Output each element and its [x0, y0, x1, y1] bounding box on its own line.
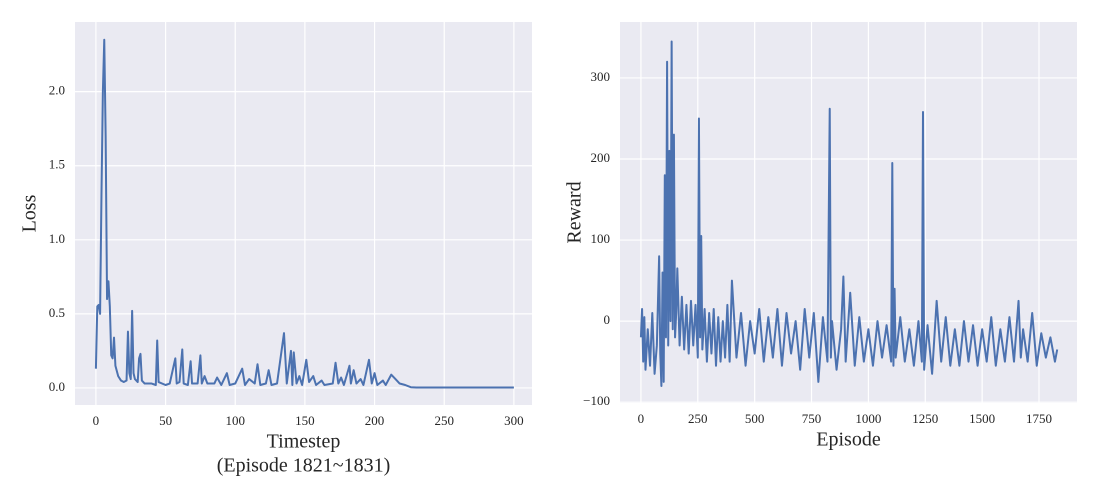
- x-tick-label: 500: [745, 411, 765, 426]
- x-tick-label: 1000: [855, 411, 881, 426]
- x-tick-label: 50: [159, 413, 172, 428]
- y-tick-label: 2.0: [49, 83, 65, 98]
- y-axis-label: Reward: [564, 181, 586, 243]
- x-tick-label: 750: [802, 411, 822, 426]
- x-tick-label: 0: [93, 413, 100, 428]
- y-tick-label: 0.0: [49, 379, 65, 394]
- subplot: 0 50 100 150 200 250 300 0.0 0.5 1.0 1.5 2.0 Timeste…: [19, 22, 532, 477]
- x-axis-label: Episode: [816, 429, 881, 451]
- y-axis-label: Loss: [19, 194, 41, 232]
- subplot: 0 250 500 750 1000 1250 1500 1750 −100 0 100 200 300…: [564, 22, 1077, 451]
- data-line: [94, 38, 514, 389]
- y-tick-label: 1.5: [49, 157, 65, 172]
- x-axis-label: Timestep: [267, 431, 341, 453]
- x-tick-label: 0: [638, 411, 645, 426]
- x-tick-label: 300: [504, 413, 524, 428]
- x-tick-label: 1250: [912, 411, 938, 426]
- y-tick-label: 100: [591, 231, 611, 246]
- y-tick-label: 0.5: [49, 305, 65, 320]
- x-tick-label: 250: [688, 411, 708, 426]
- y-tick-label: 200: [591, 150, 611, 165]
- data-line: [639, 40, 1059, 387]
- x-tick-label: 250: [434, 413, 454, 428]
- y-tick-label: 0: [604, 312, 611, 327]
- x-axis-label: (Episode 1821~1831): [217, 455, 391, 477]
- plot-area: [75, 22, 532, 405]
- x-tick-label: 150: [295, 413, 315, 428]
- x-tick-label: 100: [225, 413, 245, 428]
- y-tick-label: −100: [583, 393, 610, 408]
- y-tick-label: 1.0: [49, 231, 65, 246]
- x-tick-label: 1500: [969, 411, 995, 426]
- x-tick-label: 200: [365, 413, 385, 428]
- x-tick-label: 1750: [1026, 411, 1052, 426]
- y-tick-label: 300: [591, 69, 611, 84]
